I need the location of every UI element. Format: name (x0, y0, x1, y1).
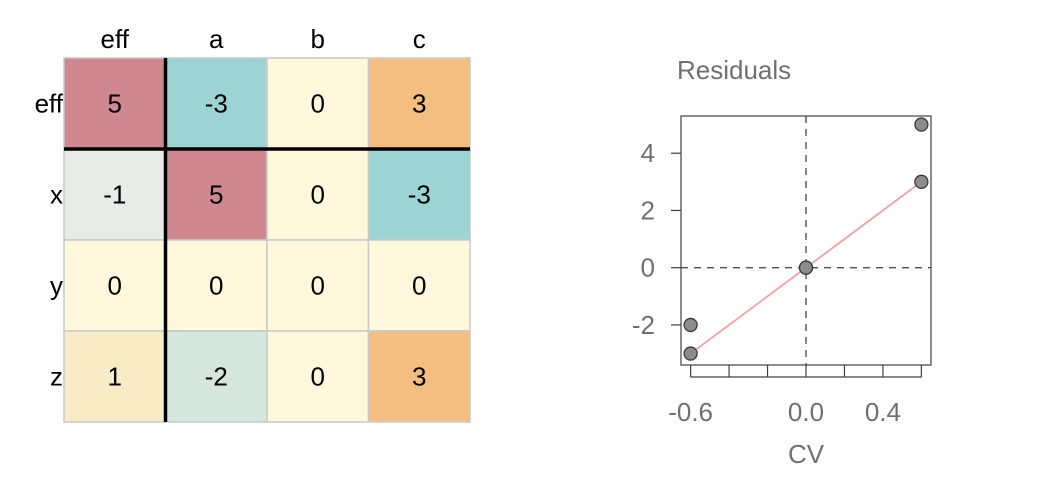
row-label: z (50, 362, 63, 392)
column-label: a (209, 24, 224, 54)
row-label: y (50, 271, 63, 301)
residuals-scatter-plot: Residuals CV -0.6 0.0 0.4 -2 0 2 4 (632, 55, 932, 469)
heatmap-cell (63, 57, 167, 150)
data-point (914, 174, 929, 189)
cell-value: 0 (412, 271, 426, 301)
y-tick-label: -2 (632, 310, 655, 340)
cell-value: 5 (209, 180, 223, 210)
cell-value: 3 (412, 362, 426, 392)
cell-value: 3 (412, 89, 426, 119)
cell-value: 0 (108, 271, 122, 301)
column-label: eff (101, 24, 130, 54)
cell-value: 0 (311, 89, 325, 119)
cell-value: -3 (205, 89, 228, 119)
heatmap-cell (367, 148, 471, 241)
x-tick-label: 0.0 (788, 397, 824, 427)
row-label: x (50, 180, 63, 210)
heatmap-cell (164, 57, 268, 150)
heatmap-cell (164, 330, 268, 423)
y-tick-label: 4 (641, 138, 655, 168)
cell-value: 0 (311, 362, 325, 392)
x-tick-label: 0.4 (865, 397, 901, 427)
data-point (914, 117, 929, 132)
cell-value: 0 (209, 271, 223, 301)
x-tick-label: -0.6 (668, 397, 713, 427)
cell-value: 5 (108, 89, 122, 119)
heatmap-cell (367, 239, 471, 332)
row-label: eff (35, 89, 64, 119)
data-point (683, 346, 698, 361)
y-tick-label: 2 (641, 195, 655, 225)
cell-value: -3 (408, 180, 431, 210)
cell-value: -2 (205, 362, 228, 392)
heatmap-cell (63, 330, 167, 423)
cell-value: 0 (311, 271, 325, 301)
y-tick-label: 0 (641, 253, 655, 283)
cell-value: 0 (311, 180, 325, 210)
data-point (798, 260, 814, 275)
heatmap-cell (164, 239, 268, 332)
column-label: b (311, 24, 325, 54)
x-axis-label: CV (788, 439, 825, 469)
heatmap-cell (367, 57, 471, 150)
cell-value: -1 (103, 180, 126, 210)
plot-title: Residuals (677, 55, 791, 85)
heatmap-cell (367, 330, 471, 423)
effect-heatmap: eff a b c eff x y z 5 -3 0 3 -1 5 0 -3 0 0 0 0 1 -2 0 3 (35, 24, 471, 423)
data-point (683, 317, 698, 333)
cell-value: 1 (108, 362, 122, 392)
heatmap-cell (266, 57, 370, 150)
column-label: c (413, 24, 426, 54)
